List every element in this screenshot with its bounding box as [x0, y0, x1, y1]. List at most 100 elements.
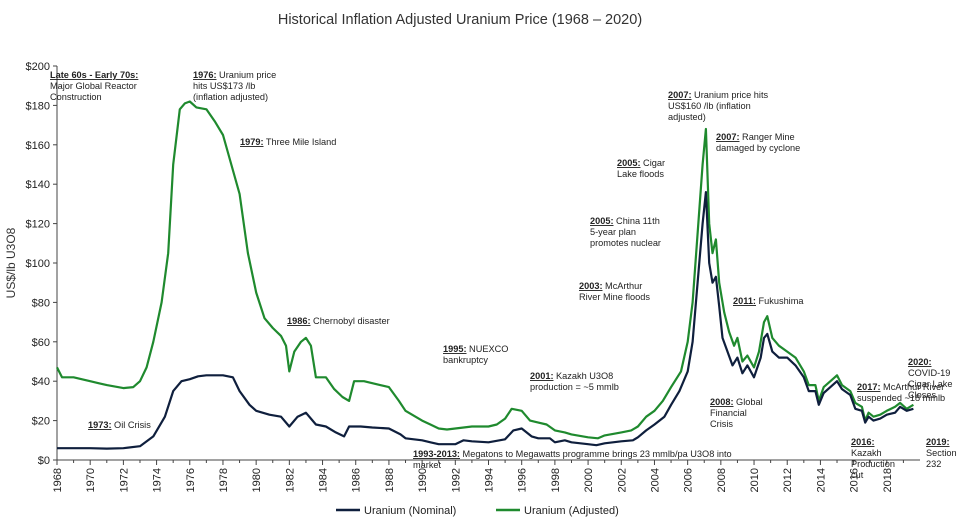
annotation: 1993-2013: Megatons to Megawatts program… — [413, 449, 732, 470]
x-tick-label: 2010 — [749, 468, 761, 492]
x-tick-label: 1982 — [284, 468, 296, 492]
annotation-line: cut — [851, 470, 864, 480]
chart-title: Historical Inflation Adjusted Uranium Pr… — [278, 12, 642, 28]
x-tick-label: 2006 — [683, 468, 695, 492]
x-tick-label: 1972 — [118, 468, 130, 492]
y-tick-label: $160 — [26, 140, 50, 152]
annotation-text: Uranium price hits — [692, 90, 769, 100]
annotation-line: 1986: Chernobyl disaster — [287, 316, 390, 326]
x-tick-label: 1984 — [318, 468, 330, 492]
annotation-year: 2019: — [926, 437, 950, 447]
annotation-line: Construction — [50, 92, 102, 102]
x-tick-label: 1996 — [517, 468, 529, 492]
legend-label: Uranium (Adjusted) — [524, 505, 619, 517]
annotation-year: 1986: — [287, 316, 311, 326]
y-tick-label: $20 — [32, 416, 50, 428]
annotation-year: 1993-2013: — [413, 449, 460, 459]
annotation-year: 1976: — [193, 70, 217, 80]
annotation-line: 1973: Oil Crisis — [88, 420, 151, 430]
legend-label: Uranium (Nominal) — [364, 505, 456, 517]
annotation-year: 2017: — [857, 382, 881, 392]
annotation: 1973: Oil Crisis — [88, 420, 151, 430]
y-tick-label: $80 — [32, 297, 50, 309]
y-tick-label: $120 — [26, 219, 50, 231]
annotation-line: Financial — [710, 408, 747, 418]
x-tick-label: 1998 — [550, 468, 562, 492]
annotation-line: Closes — [908, 390, 936, 400]
annotation-year: 1995: — [443, 344, 467, 354]
x-tick-label: 1970 — [85, 468, 97, 492]
annotation-text: Global — [734, 397, 763, 407]
annotation-text: China 11th — [614, 216, 660, 226]
x-tick-label: 1968 — [52, 468, 64, 492]
annotation-line: 2007: Ranger Mine — [716, 132, 795, 142]
annotation-line: 2005: Cigar — [617, 158, 665, 168]
annotation-line: market — [413, 460, 442, 470]
annotation-text: McArthur — [603, 281, 643, 291]
annotation-line: Kazakh — [851, 448, 882, 458]
annotation-text: Fukushima — [756, 296, 804, 306]
x-tick-label: 2000 — [583, 468, 595, 492]
annotation-year: 2020: — [908, 357, 932, 367]
y-axis-label: US$/lb U3O8 — [4, 227, 18, 298]
annotation-line: Crisis — [710, 419, 733, 429]
annotation-line: damaged by cyclone — [716, 143, 800, 153]
annotation-line: River Mine floods — [579, 292, 650, 302]
y-tick-label: $100 — [26, 258, 50, 270]
annotation-line: 2019: — [926, 437, 950, 447]
annotation-year: 2007: — [716, 132, 740, 142]
annotation-line: 2008: Global — [710, 397, 763, 407]
y-tick-label: $200 — [26, 61, 50, 73]
annotation-text: Kazakh U3O8 — [554, 371, 614, 381]
annotation-line: Cigar Lake — [908, 379, 952, 389]
x-tick-label: 1992 — [450, 468, 462, 492]
x-tick-label: 1980 — [251, 468, 263, 492]
x-tick-label: 2008 — [716, 468, 728, 492]
annotation-text: Three Mile Island — [264, 137, 337, 147]
annotation-text: Uranium price — [217, 70, 277, 80]
annotation-line: 2020: — [908, 357, 932, 367]
annotation: 1986: Chernobyl disaster — [287, 316, 390, 326]
adjusted-series-line — [56, 100, 914, 440]
x-tick-label: 2018 — [882, 468, 894, 492]
x-tick-label: 2016 — [849, 468, 861, 492]
annotation-line: bankruptcy — [443, 355, 488, 365]
annotation-line: suspended ~18 mmlb — [857, 393, 945, 403]
annotation-line: 2003: McArthur — [579, 281, 642, 291]
annotation-line: 2005: China 11th — [590, 216, 660, 226]
annotation-year: Late 60s - Early 70s: — [50, 70, 138, 80]
annotation-line: 1995: NUEXCO — [443, 344, 508, 354]
annotation-line: hits US$173 /lb — [193, 81, 255, 91]
annotation-line: 1979: Three Mile Island — [240, 137, 336, 147]
annotation-line: promotes nuclear — [590, 238, 661, 248]
annotation-line: 2011: Fukushima — [733, 296, 804, 306]
annotation-line: 2007: Uranium price hits — [668, 90, 768, 100]
annotation-year: 1973: — [88, 420, 112, 430]
annotation-line: Production — [851, 459, 895, 469]
annotation-line: 2001: Kazakh U3O8 — [530, 371, 613, 381]
annotation-year: 2008: — [710, 397, 734, 407]
annotation-text: Megatons to Megawatts programme brings 2… — [460, 449, 732, 459]
x-tick-label: 1994 — [484, 468, 496, 492]
annotation-line: 1976: Uranium price — [193, 70, 276, 80]
annotation-line: Late 60s - Early 70s: — [50, 70, 138, 80]
annotation: 1979: Three Mile Island — [240, 137, 336, 147]
y-tick-label: $0 — [38, 455, 50, 467]
annotation-line: 232 — [926, 459, 941, 469]
annotation-year: 2007: — [668, 90, 692, 100]
annotation-line: Section — [926, 448, 957, 458]
annotation-line: Major Global Reactor — [50, 81, 137, 91]
annotation-year: 2005: — [590, 216, 614, 226]
annotation-line: production = ~5 mmlb — [530, 382, 619, 392]
